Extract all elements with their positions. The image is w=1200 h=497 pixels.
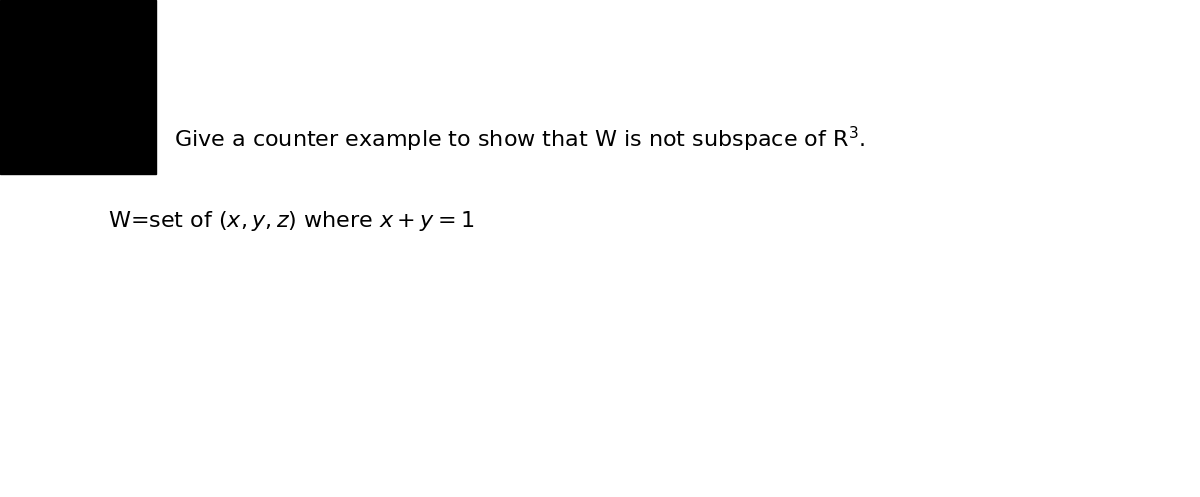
Bar — [0, 0, 156, 174]
Text: Give a counter example to show that W is not subspace of R$^3$.: Give a counter example to show that W is… — [174, 125, 865, 154]
Text: W=set of $(x, y, z)$ where $x + y = 1$: W=set of $(x, y, z)$ where $x + y = 1$ — [108, 209, 474, 233]
